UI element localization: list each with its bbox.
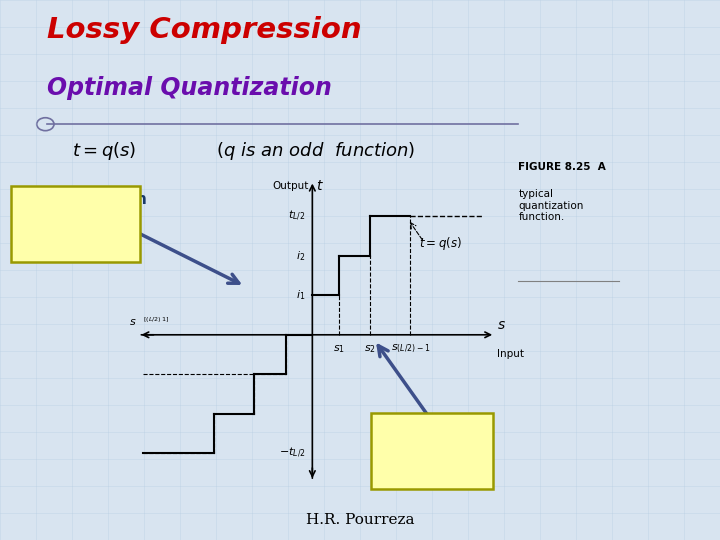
- Text: $i_2$: $i_2$: [297, 249, 306, 262]
- Text: typical
quantization
function.: typical quantization function.: [518, 189, 584, 222]
- Text: Optimal Quantization: Optimal Quantization: [47, 76, 332, 99]
- Text: $t$: $t$: [316, 179, 324, 193]
- Text: Decision
Levels: Decision Levels: [378, 418, 451, 451]
- Text: Reconstruction
Levels: Reconstruction Levels: [18, 192, 148, 224]
- Text: H.R. Pourreza: H.R. Pourreza: [306, 512, 414, 526]
- Text: Output: Output: [272, 181, 309, 191]
- Text: Input: Input: [498, 349, 524, 359]
- Text: $t = q(s)$: $t = q(s)$: [72, 140, 136, 163]
- Text: Lossy Compression: Lossy Compression: [47, 16, 361, 44]
- Text: ${}_{[(L/2)\ 1]}$: ${}_{[(L/2)\ 1]}$: [143, 316, 170, 326]
- Text: FIGURE 8.25  A: FIGURE 8.25 A: [518, 162, 606, 172]
- Text: $t = q(s)$: $t = q(s)$: [419, 235, 462, 252]
- Text: $s_2$: $s_2$: [364, 343, 377, 354]
- Text: $s_{(L/2)-1}$: $s_{(L/2)-1}$: [391, 343, 430, 355]
- Text: $i_1$: $i_1$: [297, 288, 306, 302]
- Text: $s$: $s$: [498, 318, 506, 332]
- Text: $(q\ is\ an\ odd\ \ function)$: $(q\ is\ an\ odd\ \ function)$: [216, 140, 415, 163]
- Text: $s$: $s$: [129, 317, 136, 327]
- Text: $s_1$: $s_1$: [333, 343, 345, 354]
- Text: $t_{L/2}$: $t_{L/2}$: [289, 209, 306, 224]
- Text: $-t_{L/2}$: $-t_{L/2}$: [279, 446, 306, 461]
